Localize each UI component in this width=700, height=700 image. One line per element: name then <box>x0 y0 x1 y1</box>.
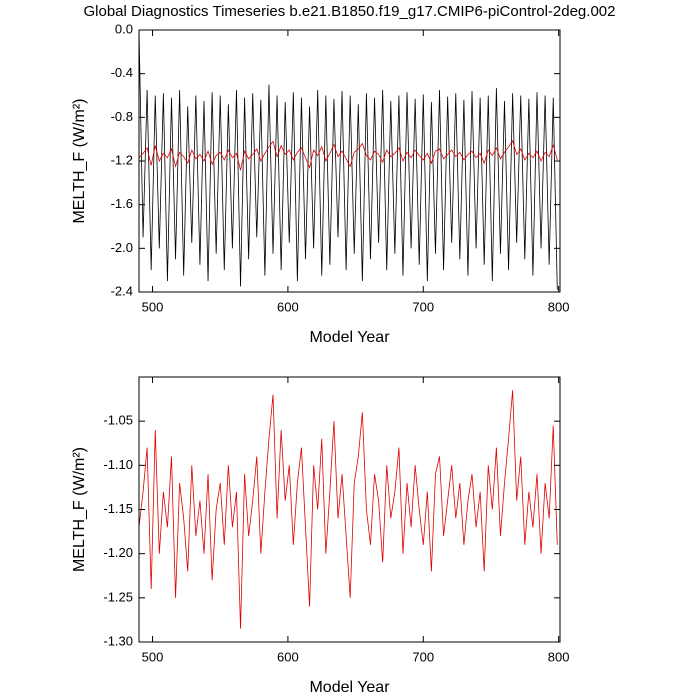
y-tick-label: -1.20 <box>103 545 133 560</box>
y-tick-label: -1.2 <box>111 152 133 167</box>
y-tick-label: -1.6 <box>111 196 133 211</box>
x-tick-label: 600 <box>277 649 299 664</box>
y-tick-label: -1.15 <box>103 501 133 516</box>
y-tick-label: -1.25 <box>103 589 133 604</box>
y-tick-label: -1.10 <box>103 457 133 472</box>
x-tick-label: 700 <box>412 299 434 314</box>
x-tick-label: 600 <box>277 299 299 314</box>
y-tick-label: -1.05 <box>103 413 133 428</box>
y-axis-label: MELTH_F (W/m²) <box>71 98 88 223</box>
y-tick-label: -2.4 <box>111 283 133 298</box>
x-tick-label: 700 <box>412 649 434 664</box>
x-axis-label: Model Year <box>309 679 390 696</box>
data-line <box>138 29 558 290</box>
x-tick-label: 800 <box>548 649 570 664</box>
y-tick-label: 0.0 <box>115 21 133 36</box>
y-tick-label: -0.4 <box>111 65 133 80</box>
y-tick-label: -0.8 <box>111 109 133 124</box>
x-axis-label: Model Year <box>309 329 390 346</box>
data-line <box>138 139 558 171</box>
data-line <box>138 390 558 629</box>
x-tick-label: 500 <box>142 649 164 664</box>
plot-frame <box>138 376 561 643</box>
x-tick-label: 800 <box>548 299 570 314</box>
y-tick-label: -1.30 <box>103 633 133 648</box>
chart-title: Global Diagnostics Timeseries b.e21.B185… <box>84 3 616 20</box>
y-tick-label: -2.0 <box>111 240 133 255</box>
x-tick-label: 500 <box>142 299 164 314</box>
y-axis-label: MELTH_F (W/m²) <box>71 447 88 572</box>
